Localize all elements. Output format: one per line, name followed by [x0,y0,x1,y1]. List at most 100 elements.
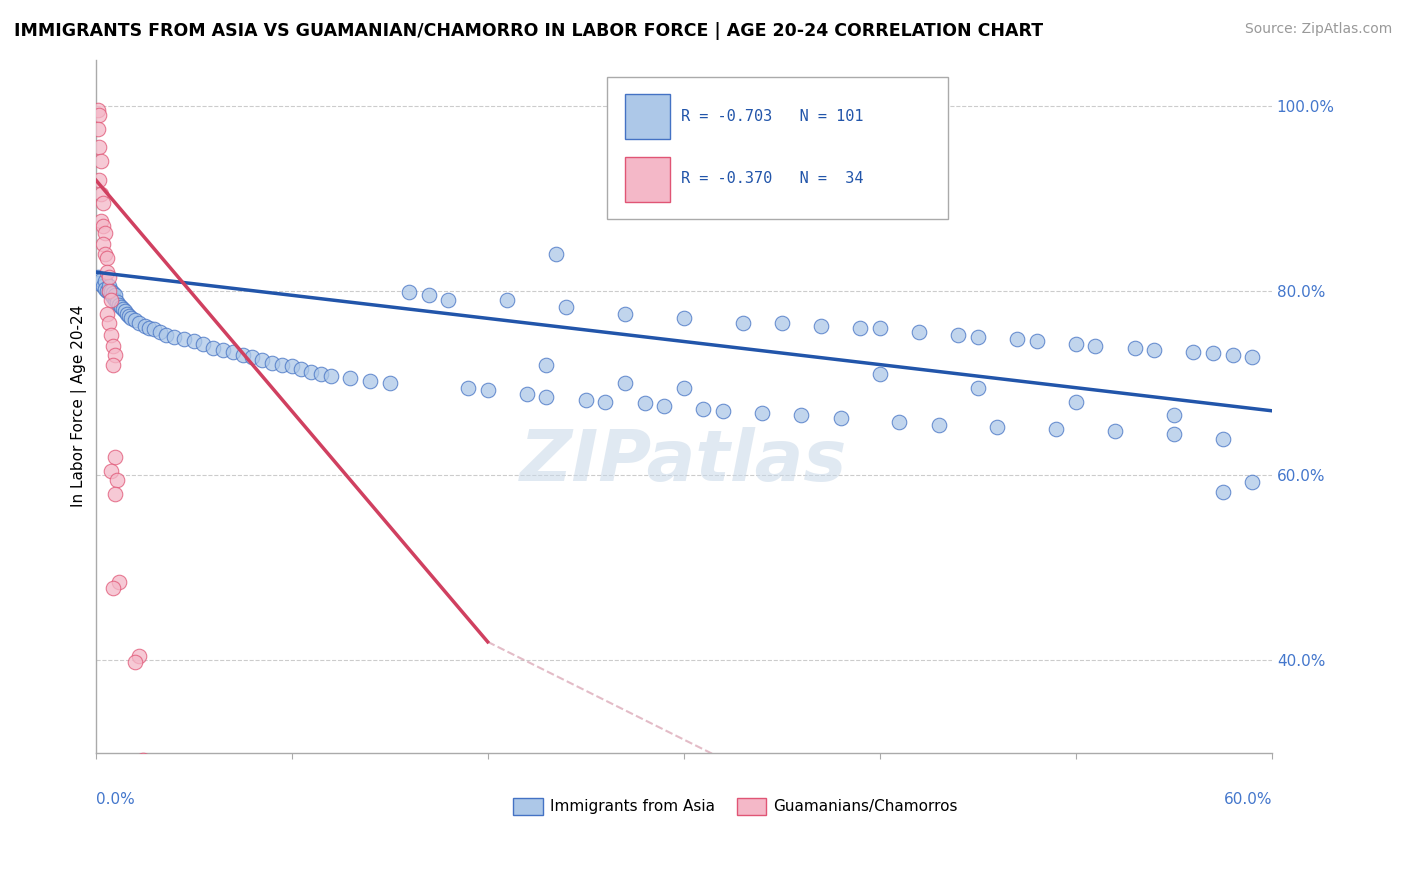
Point [104,293,127,307]
Point [613,376,636,390]
Point [496,293,519,307]
Point [232,348,254,362]
Point [138,320,160,334]
Point [633,396,655,410]
Point [89,140,111,154]
Point [457,381,479,395]
Point [790,409,813,423]
Point [672,381,695,395]
Text: IMMIGRANTS FROM ASIA VS GUAMANIAN/CHAMORRO IN LABOR FORCE | AGE 20-24 CORRELATIO: IMMIGRANTS FROM ASIA VS GUAMANIAN/CHAMOR… [14,22,1043,40]
Point [98,285,121,300]
Point [173,332,195,346]
Point [1025,334,1047,349]
Point [290,362,312,376]
Point [869,320,891,334]
Point [966,330,988,344]
Point [108,574,131,589]
Bar [624,157,669,202]
Point [103,290,125,304]
Text: Immigrants from Asia: Immigrants from Asia [550,798,714,814]
Point [770,316,793,330]
Point [103,358,125,372]
Point [89,277,111,291]
Point [98,279,121,293]
Point [105,473,128,487]
Point [1084,339,1107,353]
Point [1064,337,1087,351]
Point [830,411,852,425]
Point [270,358,292,372]
Point [731,316,754,330]
Point [90,186,112,201]
Point [115,307,138,321]
Point [89,173,111,187]
Point [1241,350,1264,364]
Point [536,358,558,372]
Point [889,415,911,429]
Point [108,297,131,311]
Point [131,753,153,767]
Point [118,309,141,323]
Point [908,325,931,339]
Point [595,394,617,409]
Point [100,293,122,307]
Point [1005,332,1028,346]
Text: Guamanians/Chamorros: Guamanians/Chamorros [773,798,957,814]
Point [90,272,112,286]
Point [98,284,121,298]
Point [1212,485,1234,500]
Point [124,313,146,327]
Point [575,392,598,407]
Point [128,316,150,330]
Point [89,108,111,122]
Y-axis label: In Labor Force | Age 20-24: In Labor Force | Age 20-24 [72,305,87,508]
Point [1182,344,1205,359]
Point [928,417,950,432]
Point [378,376,401,390]
Point [96,307,118,321]
Point [1123,341,1146,355]
Point [212,343,235,357]
Point [810,318,832,333]
Point [149,325,172,339]
Point [100,328,122,343]
Point [555,300,578,314]
Point [94,246,117,260]
Point [128,648,150,663]
Point [309,367,332,381]
Point [1104,424,1126,438]
Point [86,103,108,118]
Point [100,287,122,301]
FancyBboxPatch shape [607,77,949,219]
Point [652,399,675,413]
Point [613,307,636,321]
Point [100,464,122,478]
Point [94,282,117,296]
Point [193,337,215,351]
Point [692,401,714,416]
Bar [737,797,766,815]
Point [86,122,108,136]
Point [751,406,773,420]
Point [104,487,127,501]
Bar [513,797,543,815]
Bar [624,95,669,139]
Point [98,269,121,284]
Text: 60.0%: 60.0% [1223,791,1272,806]
Text: R = -0.370   N =  34: R = -0.370 N = 34 [682,171,863,186]
Point [111,302,134,317]
Point [546,246,568,260]
Point [437,293,460,307]
Point [93,195,115,210]
Point [128,759,150,773]
Point [849,320,872,334]
Point [1143,343,1166,357]
Point [202,341,225,355]
Point [93,279,115,293]
Point [96,252,118,266]
Point [105,294,128,309]
Point [104,288,127,302]
Point [252,353,274,368]
Point [155,328,177,343]
Point [966,381,988,395]
